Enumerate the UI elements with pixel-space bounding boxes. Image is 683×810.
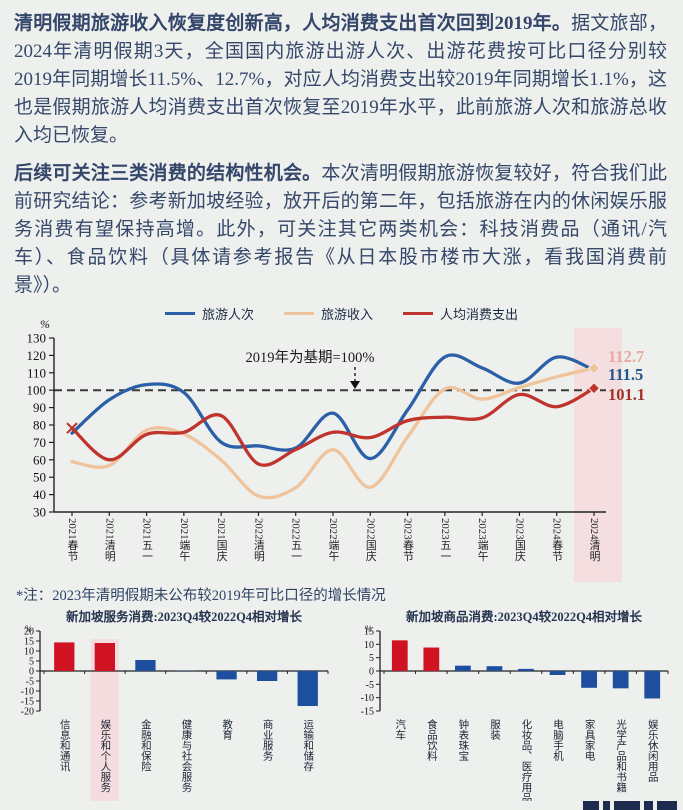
bar-chart-goods-plot: 151050-5-10-15%汽车食品饮料钟表珠宝服装化妆品、医疗用品电脑手机家… — [344, 625, 678, 801]
svg-text:2021端午: 2021端午 — [178, 518, 190, 561]
svg-text:2024清明: 2024清明 — [588, 518, 600, 562]
paragraph-1: 清明假期旅游收入恢复度创新高，人均消费支出首次回到2019年。据文旅部，2024… — [14, 10, 667, 150]
svg-text:2021清明: 2021清明 — [103, 518, 115, 562]
svg-text:信息和通讯: 信息和通讯 — [59, 719, 70, 772]
svg-text:100: 100 — [27, 383, 47, 398]
svg-text:2022国庆: 2022国庆 — [364, 518, 376, 562]
logo-fragment — [614, 801, 640, 810]
logo-fragment — [644, 801, 653, 810]
bar-chart-services-plot: 20151050-5-10-15-20%信息和通讯娱乐和个人服务金融和保险健康与… — [4, 625, 338, 801]
svg-text:101.1: 101.1 — [608, 385, 645, 404]
line-chart-plot: 130 120 110 100 90 80 70 60 50 40 30% 2021春节 2021清明 2… — [10, 316, 670, 582]
svg-text:娱乐和个人服务: 娱乐和个人服务 — [99, 718, 110, 793]
svg-text:家具家电: 家具家电 — [584, 718, 595, 761]
svg-text:40: 40 — [33, 487, 46, 502]
svg-text:光学产品和书籍: 光学产品和书籍 — [615, 718, 626, 792]
svg-text:钟表珠宝: 钟表珠宝 — [457, 718, 468, 761]
svg-text:2023五一: 2023五一 — [439, 518, 451, 561]
svg-text:111.5: 111.5 — [608, 365, 643, 384]
svg-text:2023国庆: 2023国庆 — [513, 518, 525, 562]
svg-text:130: 130 — [27, 331, 47, 346]
svg-text:120: 120 — [27, 348, 47, 363]
logo-fragment — [657, 801, 677, 810]
svg-text:化妆品、医疗用品: 化妆品、医疗用品 — [521, 718, 532, 801]
svg-text:2021春节: 2021春节 — [66, 518, 78, 561]
logo-fragment — [603, 801, 610, 810]
bar-chart-services-title: 新加坡服务消费:2023Q4较2022Q4相对增长 — [4, 609, 338, 625]
paragraph-2-heading: 后续可关注三类消费的结构性机会。 — [14, 163, 321, 184]
legend-swatch-revenue — [284, 312, 314, 315]
svg-text:2023端午: 2023端午 — [476, 518, 488, 561]
logo-fragment — [583, 801, 599, 810]
legend-swatch-percapita — [403, 312, 433, 315]
svg-text:%: % — [25, 625, 33, 634]
svg-text:电脑手机: 电脑手机 — [552, 718, 563, 762]
svg-text:2021国庆: 2021国庆 — [215, 518, 227, 562]
legend-swatch-trips — [165, 312, 195, 315]
svg-text:2024春节: 2024春节 — [551, 518, 563, 561]
svg-text:-5: -5 — [366, 680, 374, 691]
svg-text:%: % — [40, 317, 50, 331]
chart-footnote: *注：2023年清明假期未公布较2019年可比口径的增长情况 — [16, 584, 683, 605]
svg-text:运输和储存: 运输和储存 — [302, 719, 313, 772]
paragraph-2: 后续可关注三类消费的结构性机会。本次清明假期旅游恢复较好，符合我们此前研究结论：… — [14, 160, 667, 300]
report-page: 清明假期旅游收入恢复度创新高，人均消费支出首次回到2019年。据文旅部，2024… — [0, 10, 683, 810]
svg-text:汽车: 汽车 — [394, 718, 405, 741]
svg-text:2023春节: 2023春节 — [402, 518, 414, 561]
svg-text:50: 50 — [33, 470, 46, 485]
cropped-logo — [583, 801, 677, 810]
paragraph-1-heading: 清明假期旅游收入恢复度创新高，人均消费支出首次回到2019年。 — [14, 13, 571, 34]
svg-text:金融和保险: 金融和保险 — [140, 718, 151, 772]
svg-text:70: 70 — [33, 435, 46, 450]
svg-text:-15: -15 — [361, 707, 374, 718]
bar-chart-goods-title: 新加坡商品消费:2023Q4较2022Q4相对增长 — [344, 609, 678, 625]
svg-text:食品饮料: 食品饮料 — [426, 718, 437, 762]
svg-text:0: 0 — [369, 667, 374, 678]
svg-text:2022五一: 2022五一 — [290, 518, 302, 561]
svg-text:112.7: 112.7 — [608, 347, 644, 366]
svg-text:90: 90 — [33, 400, 46, 415]
svg-text:商业服务: 商业服务 — [262, 718, 273, 762]
svg-text:5: 5 — [369, 653, 374, 664]
svg-text:30: 30 — [33, 505, 46, 520]
svg-text:60: 60 — [33, 452, 46, 467]
svg-text:-10: -10 — [361, 693, 374, 704]
svg-text:110: 110 — [27, 365, 46, 380]
svg-text:10: 10 — [364, 640, 374, 651]
svg-text:教育: 教育 — [221, 718, 232, 741]
svg-text:%: % — [365, 625, 373, 634]
svg-text:娱乐休闲用品: 娱乐休闲用品 — [647, 718, 658, 783]
svg-text:服装: 服装 — [489, 719, 500, 741]
svg-text:2022端午: 2022端午 — [327, 518, 339, 561]
svg-text:2019年为基期=100%: 2019年为基期=100% — [245, 349, 374, 366]
svg-text:-20: -20 — [21, 707, 34, 718]
svg-text:2021五一: 2021五一 — [141, 518, 153, 561]
svg-text:健康与社会服务: 健康与社会服务 — [181, 719, 192, 793]
svg-text:2022清明: 2022清明 — [252, 518, 264, 562]
svg-text:80: 80 — [33, 418, 46, 433]
